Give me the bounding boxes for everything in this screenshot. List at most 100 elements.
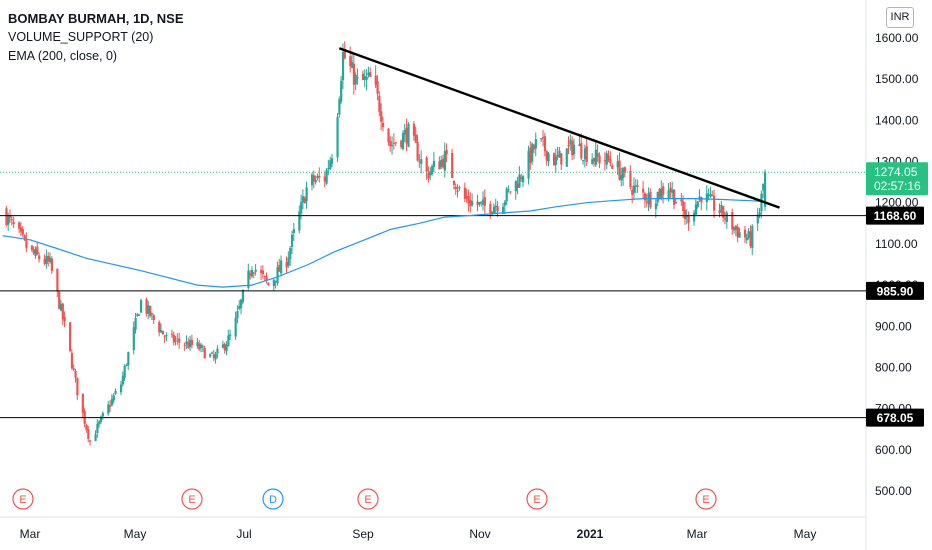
currency-label[interactable]: INR (886, 7, 914, 28)
level-tag (866, 281, 924, 300)
candle-body (622, 168, 625, 178)
candle-body (598, 155, 601, 164)
candle-body (58, 291, 61, 309)
price-tick-label: 1500.00 (875, 72, 919, 86)
event-marker[interactable] (262, 488, 284, 510)
symbol-title[interactable]: BOMBAY BURMAH, 1D, NSE (8, 11, 184, 26)
candle-body (592, 158, 596, 162)
candle-body (582, 160, 585, 162)
candle-body (454, 186, 457, 190)
candle-body (494, 205, 497, 208)
descending-trendline[interactable] (338, 47, 780, 209)
candle-body (121, 375, 124, 385)
candle-body (330, 158, 334, 164)
candle-body (432, 161, 436, 168)
price-tick-label: 1400.00 (875, 113, 919, 127)
candle-body (260, 270, 263, 273)
price-tick-label: 600.00 (875, 443, 912, 457)
candle-body (723, 218, 727, 220)
candle-body (250, 269, 254, 277)
candle-body (252, 272, 255, 274)
candle-body (492, 206, 496, 214)
candle-body (425, 157, 428, 172)
candle-body (389, 141, 392, 147)
candle-body (249, 273, 252, 276)
current-price-value: 1274.05 (874, 165, 918, 179)
candle-body (662, 186, 665, 195)
candle-body (365, 76, 368, 80)
candle-body (545, 150, 548, 161)
candle-body (491, 211, 494, 214)
candle-body (642, 188, 645, 193)
candle-body (374, 75, 377, 85)
event-marker[interactable] (526, 488, 548, 510)
event-marker[interactable] (357, 488, 379, 510)
candle-body (733, 227, 736, 231)
level-tag (866, 408, 924, 427)
candle-body (591, 159, 594, 164)
candle-body (707, 194, 710, 196)
candle-body (34, 249, 37, 257)
indicator-ema[interactable]: EMA (200, close, 0) (8, 49, 118, 63)
candle-body (310, 174, 314, 186)
candle-body (21, 229, 24, 235)
candle-body (290, 234, 294, 247)
candle-body (109, 405, 112, 407)
candle-body (401, 133, 405, 150)
time-axis[interactable]: Mar May Jul Sep Nov 2021 Mar May (20, 527, 817, 541)
candle-body (47, 255, 50, 262)
candle-body (76, 377, 79, 396)
candle-body (751, 226, 754, 249)
candle-body (5, 208, 8, 225)
candle-body (747, 231, 750, 238)
candle-body (394, 142, 397, 144)
candle-body (569, 139, 572, 145)
candle-body (558, 150, 561, 158)
candle-body (420, 159, 423, 164)
candle-body (234, 317, 237, 337)
candle-body (438, 161, 441, 170)
candle-body (351, 62, 354, 68)
candle-body (132, 327, 135, 351)
event-marker[interactable] (12, 488, 34, 510)
price-axis[interactable]: 1600.001500.001400.001300.001200.001100.… (875, 31, 919, 498)
candle-body (522, 176, 525, 183)
time-tick-label: Mar (687, 527, 708, 541)
candle-body (720, 204, 723, 213)
candle-body (631, 189, 634, 195)
indicator-volume-support[interactable]: VOLUME_SUPPORT (20) (8, 30, 154, 44)
candle-body (369, 72, 372, 77)
candle-body (114, 390, 117, 394)
candle-body (578, 144, 581, 146)
price-tick-label: 1100.00 (875, 237, 918, 251)
candle-body (618, 160, 621, 180)
candle-body (673, 189, 676, 205)
candle-body (267, 282, 270, 286)
candle-body (763, 172, 767, 207)
candle-body (520, 177, 523, 180)
candle-body (349, 56, 352, 67)
event-marker[interactable] (181, 488, 203, 510)
event-marker[interactable] (695, 488, 717, 510)
candle-body (61, 303, 64, 320)
candle-body (352, 63, 356, 85)
candle-body (292, 229, 295, 233)
candle-body (178, 338, 181, 343)
time-tick-label: 2021 (577, 527, 604, 541)
candle-body (585, 146, 588, 162)
candle-body (247, 270, 250, 288)
candle-body (658, 188, 661, 198)
candle-body (547, 153, 550, 162)
candle-body (147, 305, 150, 314)
candle-body (341, 52, 345, 81)
candle-body (400, 140, 403, 147)
candle-body (236, 311, 239, 319)
candle-body (632, 185, 636, 193)
candle-body (478, 202, 481, 205)
event-marker-label: E (188, 494, 195, 506)
candle-body (185, 341, 188, 345)
candle-body (527, 150, 530, 179)
candle-body (189, 339, 192, 347)
candle-body (70, 353, 74, 369)
